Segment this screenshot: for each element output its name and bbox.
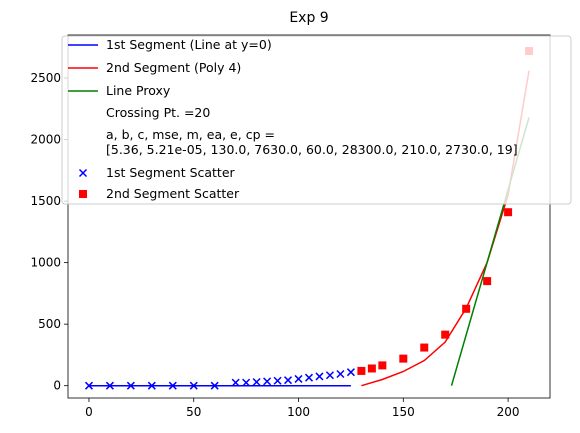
- y-tick-label: 2000: [30, 133, 61, 147]
- square-marker-point: [483, 277, 492, 286]
- x-marker-point: [242, 378, 251, 387]
- legend-entry: a, b, c, mse, m, ea, e, cp = [5.36, 5.21…: [106, 127, 518, 157]
- x-marker-stroke-b: [284, 376, 293, 385]
- square-marker-point: [462, 304, 471, 313]
- square-marker-point: [367, 364, 376, 373]
- x-marker-point: [325, 371, 334, 380]
- y-tick-label: 500: [38, 317, 61, 331]
- legend-label: 2nd Segment (Poly 4): [106, 60, 241, 75]
- x-marker-stroke-b: [252, 377, 261, 387]
- x-marker-point: [284, 376, 293, 385]
- x-marker-stroke-b: [325, 371, 334, 380]
- x-marker-stroke-b: [168, 381, 177, 390]
- square-marker-point: [399, 354, 408, 363]
- x-marker-point: [84, 381, 93, 390]
- x-marker-point: [252, 377, 261, 387]
- square-marker-point: [504, 208, 513, 217]
- x-tick-label: 200: [497, 405, 520, 419]
- x-marker-stroke-b: [273, 376, 282, 385]
- legend-label: Line Proxy: [106, 83, 171, 98]
- x-marker-stroke-b: [105, 381, 114, 390]
- x-marker-point: [168, 381, 177, 390]
- x-marker-stroke-b: [147, 381, 156, 390]
- square-marker-point: [378, 361, 387, 370]
- series-line-2nd-segment-poly-4: [361, 70, 530, 387]
- x-marker-point: [231, 378, 240, 387]
- legend-entry: 2nd Segment Scatter: [79, 186, 240, 201]
- x-marker-point: [273, 376, 282, 385]
- x-marker-stroke-b: [304, 373, 314, 382]
- legend-label: 2nd Segment Scatter: [106, 186, 240, 201]
- x-tick-label: 0: [85, 405, 93, 419]
- y-tick-label: 0: [53, 379, 61, 393]
- legend-label-line2: [5.36, 5.21e-05, 130.0, 7630.0, 60.0, 28…: [106, 142, 518, 157]
- legend: 1st Segment (Line at y=0) 2nd Segment (Po…: [61, 35, 572, 205]
- legend-label: Crossing Pt. =20: [106, 105, 210, 120]
- legend-label: a, b, c, mse, m, ea, e, cp =: [106, 127, 275, 142]
- x-tick-label: 100: [287, 405, 310, 419]
- legend-entry: Line Proxy: [68, 83, 171, 98]
- plot-area: [84, 46, 534, 390]
- legend-square-marker: [79, 190, 87, 198]
- y-tick-label: 2500: [30, 71, 61, 85]
- legend-entry: 2nd Segment (Poly 4): [68, 60, 241, 75]
- x-marker-stroke-b: [346, 368, 355, 377]
- legend-entry: 1st Segment (Line at y=0): [68, 37, 272, 52]
- x-marker-stroke-b: [315, 372, 324, 381]
- x-marker-point: [315, 372, 324, 381]
- legend-entry: 1st Segment Scatter: [78, 165, 236, 180]
- axes-frame: [67, 34, 551, 399]
- legend-label: 1st Segment (Line at y=0): [106, 37, 272, 52]
- square-marker-point: [420, 343, 429, 352]
- square-marker-point: [441, 330, 450, 339]
- legend-x-marker-b: [78, 168, 88, 178]
- square-marker-point: [357, 366, 366, 375]
- x-marker-point: [126, 381, 135, 390]
- x-marker-point: [105, 381, 114, 390]
- x-marker-stroke-b: [294, 374, 303, 383]
- x-marker-stroke-b: [263, 377, 272, 386]
- x-marker-point: [263, 377, 272, 386]
- x-tick-label: 150: [392, 405, 415, 419]
- x-marker-stroke-b: [210, 381, 219, 390]
- y-tick-label: 1500: [30, 194, 61, 208]
- x-marker-point: [336, 369, 345, 379]
- x-marker-stroke-b: [189, 381, 198, 390]
- x-marker-stroke-b: [231, 378, 240, 387]
- chart-title: Exp 9: [289, 10, 328, 26]
- x-marker-stroke-b: [242, 378, 251, 387]
- x-marker-point: [294, 374, 303, 383]
- x-marker-stroke-b: [84, 381, 93, 390]
- x-marker-stroke-b: [336, 369, 345, 379]
- x-marker-point: [210, 381, 219, 390]
- x-marker-point: [189, 381, 198, 390]
- legend-entry: Crossing Pt. =20: [106, 105, 210, 120]
- legend-label: 1st Segment Scatter: [106, 165, 236, 180]
- x-marker-point: [304, 373, 314, 382]
- x-tick-label: 50: [186, 405, 201, 419]
- x-marker-point: [346, 368, 355, 377]
- plot-series-group: [84, 46, 534, 390]
- x-marker-point: [147, 381, 156, 390]
- y-tick-label: 1000: [30, 256, 61, 270]
- x-marker-stroke-b: [126, 381, 135, 390]
- legend-box: [61, 35, 572, 205]
